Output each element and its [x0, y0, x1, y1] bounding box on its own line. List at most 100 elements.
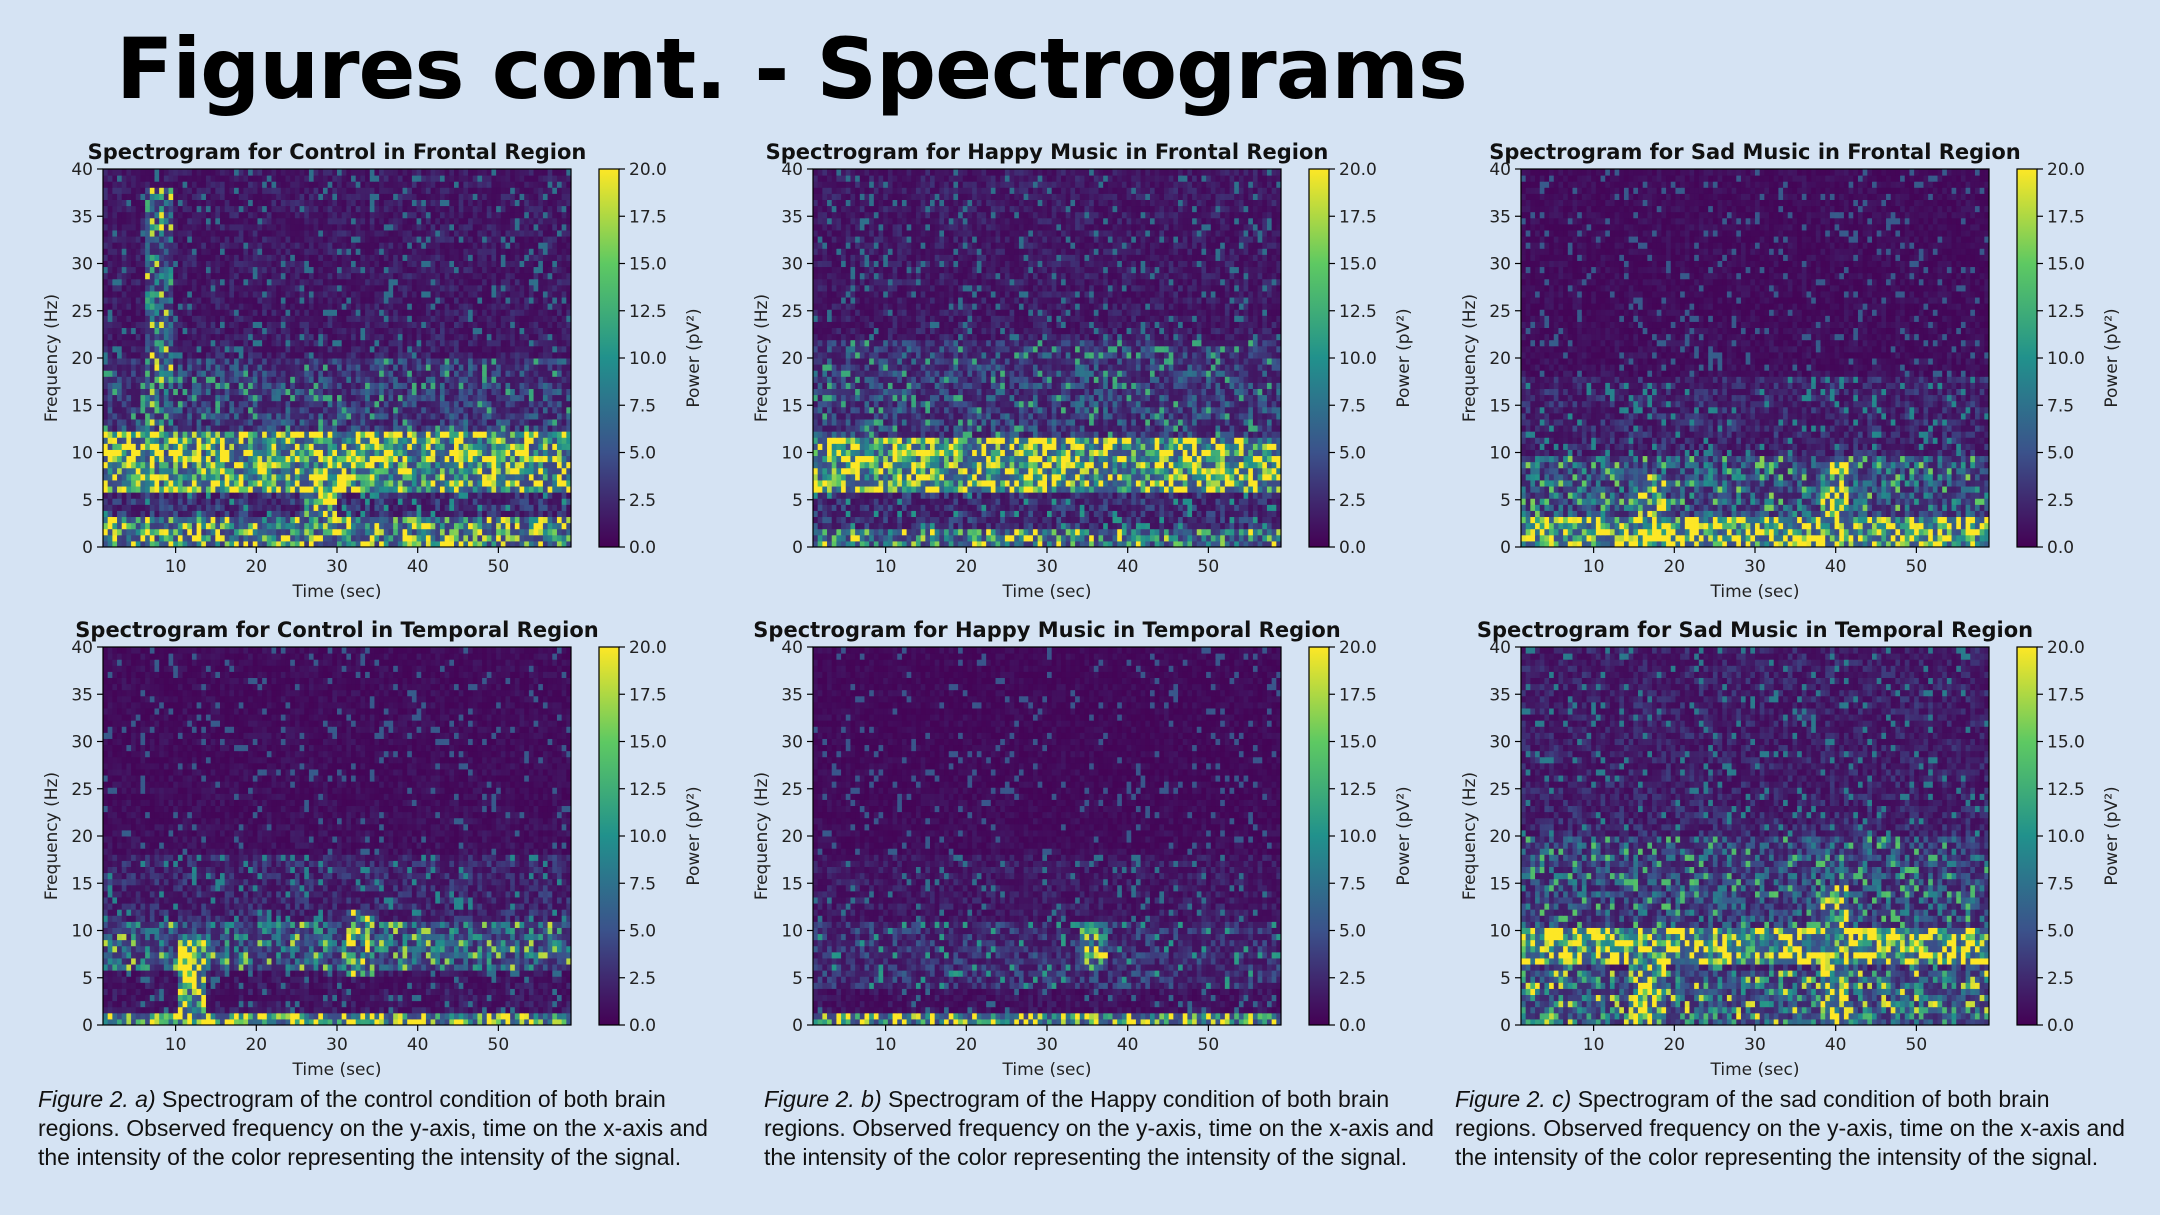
colorbar-tick-label: 5.0 [629, 444, 656, 464]
colorbar-tick-label: 15.0 [629, 733, 667, 753]
y-tick-label: 30 [1489, 255, 1511, 275]
x-axis-label: Time (sec) [292, 582, 382, 602]
x-axis-label: Time (sec) [1710, 582, 1800, 602]
y-tick-label: 5 [82, 969, 93, 989]
colorbar-tick-label: 17.5 [1339, 685, 1377, 705]
x-tick-label: 10 [1583, 557, 1605, 577]
y-tick-label: 35 [781, 207, 803, 227]
colorbar-tick-label: 7.5 [1339, 874, 1366, 894]
x-tick-label: 20 [1663, 1035, 1685, 1055]
colorbar-label: Power (pV²) [1394, 308, 1414, 407]
colorbar-tick-label: 0.0 [629, 1016, 656, 1036]
y-tick-label: 10 [1489, 444, 1511, 464]
colorbar [1308, 168, 1330, 548]
caption-text: Spectrogram of the sad condition of both… [1455, 1086, 2125, 1170]
y-tick-label: 5 [1500, 969, 1511, 989]
x-tick-label: 20 [955, 557, 977, 577]
colorbar-tick-label: 2.5 [629, 491, 656, 511]
heatmap-cells [813, 647, 1282, 1026]
y-tick-label: 35 [1489, 685, 1511, 705]
y-tick-label: 15 [71, 396, 93, 416]
chart-title: Spectrogram for Control in Temporal Regi… [75, 618, 598, 642]
colorbar-tick-label: 2.5 [629, 969, 656, 989]
caption-figure-2c: Figure 2. c) Spectrogram of the sad cond… [1455, 1085, 2135, 1172]
caption-text: Spectrogram of the control condition of … [38, 1086, 708, 1170]
colorbar-label: Power (pV²) [1394, 786, 1414, 885]
chart-title: Spectrogram for Sad Music in Temporal Re… [1477, 618, 2033, 642]
x-tick-label: 50 [1198, 1035, 1220, 1055]
y-tick-label: 15 [781, 874, 803, 894]
y-tick-label: 10 [781, 444, 803, 464]
y-tick-label: 0 [792, 1016, 803, 1036]
spectrogram-happy-frontal: Spectrogram for Happy Music in Frontal R… [750, 132, 1450, 602]
chart-title: Spectrogram for Happy Music in Frontal R… [766, 140, 1329, 164]
x-axis-label: Time (sec) [292, 1060, 382, 1080]
x-tick-label: 20 [955, 1035, 977, 1055]
colorbar-tick-label: 5.0 [2047, 922, 2074, 942]
y-tick-label: 15 [1489, 396, 1511, 416]
y-tick-label: 40 [781, 160, 803, 180]
y-tick-label: 5 [82, 491, 93, 511]
colorbar-tick-label: 15.0 [2047, 255, 2085, 275]
x-tick-label: 20 [245, 557, 267, 577]
colorbar-tick-label: 0.0 [2047, 538, 2074, 558]
y-tick-label: 30 [71, 733, 93, 753]
y-tick-label: 25 [781, 302, 803, 322]
colorbar-tick-label: 5.0 [1339, 444, 1366, 464]
caption-figure-2b: Figure 2. b) Spectrogram of the Happy co… [764, 1085, 1444, 1172]
colorbar-tick-label: 12.5 [1339, 780, 1377, 800]
colorbar-tick-label: 15.0 [629, 255, 667, 275]
colorbar-tick-label: 7.5 [2047, 396, 2074, 416]
colorbar-tick-label: 7.5 [629, 874, 656, 894]
caption-figure-label: Figure 2. b) [764, 1086, 882, 1112]
x-tick-label: 30 [326, 557, 348, 577]
y-tick-label: 30 [1489, 733, 1511, 753]
colorbar-tick-label: 15.0 [1339, 255, 1377, 275]
spectrogram-sad-temporal: Spectrogram for Sad Music in Temporal Re… [1458, 610, 2158, 1080]
colorbar [2016, 168, 2038, 548]
colorbar-tick-label: 7.5 [629, 396, 656, 416]
spectrogram-sad-frontal: Spectrogram for Sad Music in Frontal Reg… [1458, 132, 2158, 602]
caption-figure-label: Figure 2. a) [38, 1086, 156, 1112]
colorbar-tick-label: 5.0 [629, 922, 656, 942]
colorbar-tick-label: 2.5 [2047, 969, 2074, 989]
spectrogram-happy-temporal: Spectrogram for Happy Music in Temporal … [750, 610, 1450, 1080]
y-tick-label: 40 [71, 638, 93, 658]
y-tick-label: 35 [71, 685, 93, 705]
x-tick-label: 40 [1117, 557, 1139, 577]
colorbar-tick-label: 20.0 [629, 160, 667, 180]
heatmap-cells [103, 647, 572, 1026]
x-tick-label: 30 [1036, 1035, 1058, 1055]
y-tick-label: 20 [1489, 827, 1511, 847]
chart-title: Spectrogram for Happy Music in Temporal … [753, 618, 1340, 642]
colorbar-tick-label: 10.0 [629, 349, 667, 369]
colorbar-tick-label: 12.5 [2047, 780, 2085, 800]
y-tick-label: 0 [82, 1016, 93, 1036]
colorbar-tick-label: 10.0 [629, 827, 667, 847]
y-tick-label: 35 [71, 207, 93, 227]
y-tick-label: 5 [792, 491, 803, 511]
y-tick-label: 40 [1489, 638, 1511, 658]
x-tick-label: 20 [245, 1035, 267, 1055]
x-tick-label: 50 [488, 557, 510, 577]
x-tick-label: 40 [407, 557, 429, 577]
colorbar-label: Power (pV²) [684, 308, 704, 407]
y-tick-label: 0 [1500, 1016, 1511, 1036]
x-tick-label: 40 [1825, 1035, 1847, 1055]
colorbar-tick-label: 10.0 [1339, 827, 1377, 847]
colorbar-tick-label: 15.0 [1339, 733, 1377, 753]
y-tick-label: 40 [71, 160, 93, 180]
colorbar-label: Power (pV²) [2102, 786, 2122, 885]
caption-figure-label: Figure 2. c) [1455, 1086, 1571, 1112]
x-tick-label: 10 [875, 1035, 897, 1055]
x-tick-label: 50 [1198, 557, 1220, 577]
y-tick-label: 0 [82, 538, 93, 558]
colorbar-tick-label: 5.0 [2047, 444, 2074, 464]
y-tick-label: 30 [71, 255, 93, 275]
chart-title: Spectrogram for Sad Music in Frontal Reg… [1489, 140, 2021, 164]
y-tick-label: 15 [1489, 874, 1511, 894]
y-tick-label: 25 [71, 302, 93, 322]
x-tick-label: 30 [1744, 1035, 1766, 1055]
x-tick-label: 40 [407, 1035, 429, 1055]
x-tick-label: 20 [1663, 557, 1685, 577]
